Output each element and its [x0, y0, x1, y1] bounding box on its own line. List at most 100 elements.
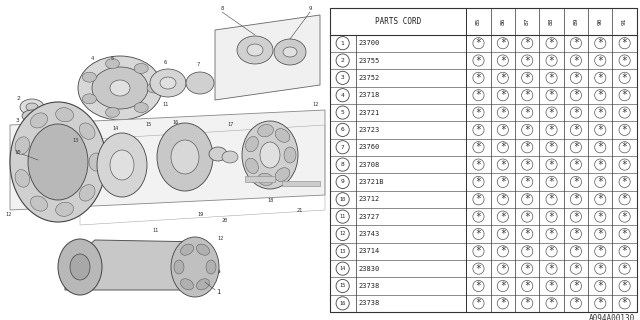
Text: 1: 1: [340, 41, 344, 46]
Text: *: *: [524, 90, 530, 100]
Text: *: *: [621, 108, 628, 117]
Text: 14: 14: [112, 125, 118, 131]
Text: 9: 9: [308, 6, 312, 12]
Ellipse shape: [26, 103, 38, 111]
Text: *: *: [500, 194, 506, 204]
Text: *: *: [621, 212, 628, 222]
Text: 5: 5: [110, 55, 114, 60]
Text: *: *: [476, 108, 481, 117]
Text: 23723: 23723: [358, 127, 380, 133]
Text: *: *: [621, 55, 628, 66]
Text: *: *: [621, 142, 628, 152]
Text: 23714: 23714: [358, 248, 380, 254]
Ellipse shape: [171, 237, 219, 297]
Text: *: *: [597, 90, 604, 100]
Text: 17: 17: [227, 122, 233, 126]
Circle shape: [336, 279, 349, 292]
Text: *: *: [548, 90, 554, 100]
Text: 20: 20: [222, 218, 228, 222]
Text: 10: 10: [340, 197, 346, 202]
Text: *: *: [548, 212, 554, 222]
Text: 18: 18: [267, 197, 273, 203]
Ellipse shape: [157, 123, 213, 191]
Ellipse shape: [83, 94, 97, 104]
Text: *: *: [548, 108, 554, 117]
Text: *: *: [597, 298, 604, 308]
Text: *: *: [500, 264, 506, 274]
Text: *: *: [548, 73, 554, 83]
Ellipse shape: [237, 36, 273, 64]
Ellipse shape: [20, 99, 44, 115]
Text: *: *: [548, 229, 554, 239]
Text: 11: 11: [340, 214, 346, 219]
Text: PARTS CORD: PARTS CORD: [375, 17, 421, 26]
Text: *: *: [548, 160, 554, 170]
Text: *: *: [500, 73, 506, 83]
Text: *: *: [597, 125, 604, 135]
Ellipse shape: [246, 158, 259, 173]
Text: *: *: [597, 108, 604, 117]
Circle shape: [336, 36, 349, 50]
Text: *: *: [476, 55, 481, 66]
Text: 21: 21: [297, 207, 303, 212]
Text: 11: 11: [152, 228, 158, 233]
Circle shape: [336, 54, 349, 67]
Text: *: *: [476, 177, 481, 187]
Text: 90: 90: [598, 18, 603, 25]
Ellipse shape: [150, 69, 186, 97]
Ellipse shape: [22, 110, 42, 122]
Text: 4: 4: [340, 93, 344, 98]
Text: *: *: [573, 108, 579, 117]
Text: *: *: [524, 194, 530, 204]
Text: 23752: 23752: [358, 75, 380, 81]
Text: *: *: [476, 281, 481, 291]
Text: 23708: 23708: [358, 162, 380, 168]
Ellipse shape: [275, 168, 290, 181]
Text: 9: 9: [340, 180, 344, 184]
Text: *: *: [597, 73, 604, 83]
Text: *: *: [548, 281, 554, 291]
Text: 23738: 23738: [358, 300, 380, 306]
Text: *: *: [476, 229, 481, 239]
Text: 12: 12: [312, 102, 318, 108]
Ellipse shape: [134, 102, 148, 113]
Text: *: *: [621, 246, 628, 256]
Circle shape: [336, 158, 349, 171]
Text: *: *: [621, 229, 628, 239]
Ellipse shape: [206, 260, 216, 274]
Text: *: *: [548, 264, 554, 274]
Ellipse shape: [160, 77, 176, 89]
Text: 5: 5: [340, 110, 344, 115]
Text: *: *: [500, 125, 506, 135]
Ellipse shape: [242, 121, 298, 189]
Text: *: *: [573, 177, 579, 187]
Text: *: *: [573, 73, 579, 83]
Text: *: *: [524, 246, 530, 256]
Text: 19: 19: [197, 212, 203, 218]
Circle shape: [336, 262, 349, 275]
Text: *: *: [524, 177, 530, 187]
Text: *: *: [500, 298, 506, 308]
Text: *: *: [597, 160, 604, 170]
Text: *: *: [597, 246, 604, 256]
Ellipse shape: [247, 44, 263, 56]
Text: *: *: [524, 55, 530, 66]
Text: *: *: [573, 90, 579, 100]
Text: *: *: [573, 246, 579, 256]
Circle shape: [336, 71, 349, 84]
Text: *: *: [573, 125, 579, 135]
Ellipse shape: [31, 196, 47, 211]
Text: 16: 16: [172, 119, 178, 124]
Ellipse shape: [89, 153, 103, 171]
Ellipse shape: [56, 108, 74, 122]
Text: 86: 86: [500, 18, 506, 25]
Text: *: *: [476, 90, 481, 100]
Ellipse shape: [92, 67, 148, 109]
Text: *: *: [476, 160, 481, 170]
Text: *: *: [597, 264, 604, 274]
Text: 85: 85: [476, 18, 481, 25]
Text: 3: 3: [340, 76, 344, 80]
Text: 23712: 23712: [358, 196, 380, 202]
Text: *: *: [573, 229, 579, 239]
Text: 13: 13: [340, 249, 346, 254]
